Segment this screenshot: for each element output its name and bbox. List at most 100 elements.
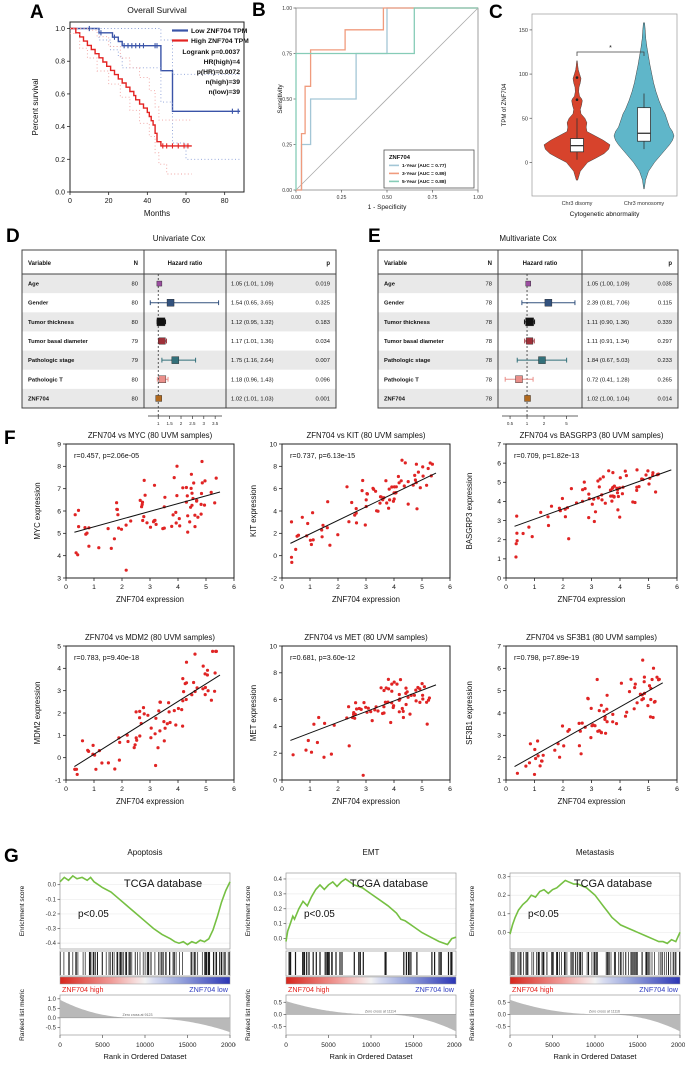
data-point <box>109 546 113 550</box>
y-axis-label: KIT expression <box>249 485 258 537</box>
data-point <box>315 740 319 745</box>
data-point <box>388 498 392 502</box>
data-point <box>306 738 310 743</box>
y-tick-label: 0.75 <box>282 51 292 57</box>
x-tick-label: 10000 <box>362 1042 380 1049</box>
y-tick-label: 4 <box>273 724 277 731</box>
data-point <box>117 758 121 762</box>
data-point <box>119 527 124 531</box>
rlm-tick-label: 1.0 <box>48 997 57 1003</box>
scatter-svg: ZFN704 vs BASGRP3 (80 UVM samples) 0 1 2 3 4 5… <box>465 431 679 604</box>
data-point <box>538 764 542 768</box>
x-tick-label: 6 <box>448 786 452 793</box>
data-point <box>370 719 374 723</box>
es-border <box>509 872 681 950</box>
rlm-tick-label: 0.0 <box>48 1016 57 1022</box>
chart-title: ZFN704 vs MYC (80 UVM samples) <box>88 431 213 440</box>
row-variable: Tumor thickness <box>28 320 74 326</box>
panel-label-c: C <box>489 2 503 23</box>
row-variable: ZNF704 <box>384 396 406 402</box>
data-point <box>158 729 162 733</box>
gsea-apoptosis-plot: Apoptosis 0.0 -0.1 -0.2 -0.3 -0.4 TCGA databas… <box>14 843 239 1063</box>
correlation-annotation: r=0.783, p=9.40e-18 <box>74 653 139 662</box>
col-header-p: p <box>326 261 330 267</box>
y-tick-label: 7 <box>57 486 61 493</box>
data-point <box>202 503 207 507</box>
data-point <box>378 501 382 505</box>
data-point <box>390 689 394 693</box>
data-point <box>581 488 585 492</box>
data-point <box>77 525 81 529</box>
data-point <box>527 525 531 529</box>
row-hr-text: 1.11 (0.90, 1.36) <box>587 320 629 326</box>
data-point <box>597 709 601 713</box>
data-point <box>383 700 387 704</box>
data-point <box>201 664 205 668</box>
data-point <box>320 535 324 539</box>
data-point <box>176 706 180 711</box>
data-point <box>94 767 98 771</box>
data-point <box>199 502 203 506</box>
data-point <box>587 516 591 520</box>
x-tick-label: 20000 <box>671 1042 685 1049</box>
y-tick-label: 4 <box>273 508 277 515</box>
data-point <box>633 500 637 505</box>
data-point <box>138 498 142 502</box>
data-point <box>188 520 192 524</box>
trend-line <box>290 684 437 741</box>
data-point <box>413 478 417 482</box>
data-point <box>530 535 534 539</box>
data-point <box>590 502 594 506</box>
y-tick-label: 4 <box>57 666 61 673</box>
pvalue-annotation: p<0.05 <box>304 909 335 920</box>
chart-title: EMT <box>363 848 380 857</box>
trend-line <box>514 682 663 768</box>
data-point <box>515 539 519 543</box>
data-point <box>541 753 545 757</box>
es-tick-label: 0.2 <box>498 893 507 899</box>
chart-title: Multivariate Cox <box>499 234 556 243</box>
y-tick-label: 0.00 <box>282 188 292 194</box>
data-point <box>213 689 217 693</box>
x-axis-label: ZNF704 expression <box>557 797 625 806</box>
x-tick-label: 5 <box>204 786 208 793</box>
data-point <box>390 485 394 489</box>
trend-line <box>74 491 221 533</box>
data-point <box>190 503 194 507</box>
axis-tick-label: 0.5 <box>507 421 514 426</box>
y-axis-label: MDM2 expression <box>33 682 42 745</box>
data-point <box>398 678 403 682</box>
roc-curve <box>295 7 478 190</box>
roc-svg: 0.00 0.25 0.50 0.75 1.00 0.00 0.25 0.50 0.75 1.00… <box>277 6 483 211</box>
data-point <box>153 518 157 522</box>
scatter-kit: ZFN704 vs KIT (80 UVM samples) 0 1 2 3 4 5 6 -2 0… <box>244 428 458 610</box>
es-tick-label: 0.4 <box>274 877 283 883</box>
data-point <box>414 699 418 703</box>
data-point <box>387 506 391 510</box>
x-axis-label: Months <box>144 209 170 218</box>
data-point <box>184 485 188 490</box>
x-tick-label: 0.50 <box>382 195 392 201</box>
data-point <box>560 724 565 728</box>
data-point <box>619 681 623 685</box>
data-point <box>569 487 573 491</box>
km-curve-low-ci-upper <box>70 28 241 75</box>
data-point <box>142 712 146 716</box>
x-tick-label: 2 <box>336 786 340 793</box>
plot-border <box>505 645 678 781</box>
data-point <box>214 476 218 480</box>
hr-marker <box>544 299 553 307</box>
data-point <box>199 491 204 496</box>
data-point <box>355 707 359 711</box>
data-point <box>605 693 609 697</box>
data-point <box>627 690 632 694</box>
y-tick-label: 2 <box>497 537 501 544</box>
chart-title: Univariate Cox <box>153 234 205 243</box>
x-tick-label: 5 <box>647 786 651 793</box>
row-p: 0.325 <box>315 301 330 307</box>
km-curve-high-ci-lower <box>70 32 192 175</box>
data-point <box>152 483 157 487</box>
data-point <box>414 688 418 692</box>
data-point <box>592 519 596 524</box>
gsea-svg: Apoptosis 0.0 -0.1 -0.2 -0.3 -0.4 TCGA databas… <box>19 848 239 1061</box>
